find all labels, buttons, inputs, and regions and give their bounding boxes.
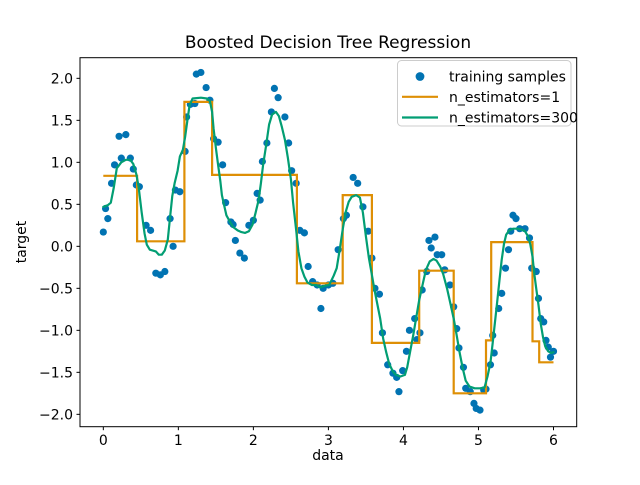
scatter-point [540,318,548,326]
scatter-point [405,326,414,334]
scatter-point [498,289,506,297]
x-tick-label: 4 [399,433,408,449]
scatter-point [375,290,384,298]
scatter-point [236,249,244,257]
scatter-point [399,367,407,375]
scatter-point [99,228,107,236]
scatter-point [304,262,312,271]
scatter-point [146,226,155,234]
y-tick-label: 1.0 [51,155,73,171]
scatter-point [504,246,513,254]
scatter-point [402,347,411,355]
plot-marks [99,68,558,414]
x-tick-label: 1 [174,433,183,449]
y-tick-label: −1.0 [39,323,73,339]
scatter-point [281,113,289,121]
scatter-point [300,229,309,237]
y-tick-label: −0.5 [39,281,73,297]
scatter-point [427,244,435,252]
scatter-point [169,242,177,250]
y-axis-label: target [14,220,30,263]
axis-ticks: 0 1 2 3 4 5 6 −2.0 −1.5 −1.0 −0.5 0.0 0.5 1.0 1.5 2.0 [39,71,558,449]
y-tick-label: 2.0 [51,71,73,87]
legend-label-n-estimators-1: n_estimators=1 [449,90,560,106]
y-tick-label: 1.5 [51,113,73,129]
legend: training samples n_estimators=1 n_estima… [397,60,578,127]
scatter-point [104,215,112,223]
scatter-point [317,304,325,313]
scatter-point [425,236,433,245]
scatter-point [202,83,210,92]
y-tick-label: 0.5 [51,197,73,213]
scatter-point [476,406,484,414]
x-axis-label: data [312,448,344,464]
scatter-point [395,388,403,396]
scatter-point [231,236,239,245]
line-n-estimators-300 [102,96,555,390]
scatter-point [176,188,184,196]
y-tick-label: −1.5 [39,365,73,381]
scatter-point [115,132,123,140]
scatter-point [270,84,278,93]
y-tick-label: −2.0 [39,407,73,423]
line-n-estimators-1 [103,100,554,395]
y-tick-label: 0.0 [51,239,73,255]
x-tick-label: 0 [99,433,108,449]
scatter-point [197,68,205,77]
legend-label-n-estimators-300: n_estimators=300 [449,111,578,127]
x-tick-label: 6 [549,433,558,449]
scatter-point [274,94,282,102]
scatter-point [349,173,357,182]
legend-marker-training-samples-icon [415,72,425,81]
scatter-point [512,215,520,223]
scatter-point [431,233,439,241]
x-tick-label: 5 [474,433,483,449]
scatter-point [117,154,125,162]
scatter-point [240,254,248,262]
scatter-point [110,161,119,169]
x-tick-label: 3 [324,433,333,449]
scatter-point [219,161,227,169]
scatter-point [161,267,169,276]
scatter-point [438,251,446,259]
chart-title: Boosted Decision Tree Regression [185,33,471,53]
legend-label-training-samples: training samples [449,70,566,86]
scatter-point [546,353,555,361]
scatter-point [501,264,510,272]
legend-box [397,60,572,127]
scatter-point [354,179,362,187]
scatter-point [446,281,454,289]
x-tick-label: 2 [249,433,258,449]
scatter-point [122,131,130,139]
